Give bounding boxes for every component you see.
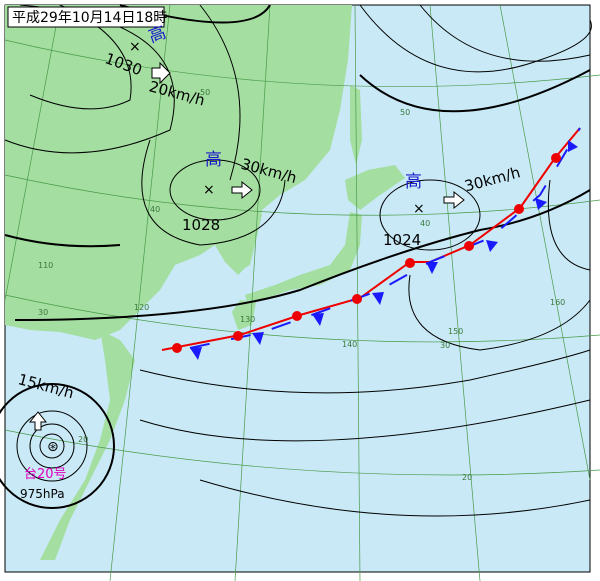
typhoon-pressure: 975hPa [20,487,65,501]
warm-markers [172,153,561,353]
grid-label: 40 [150,205,160,214]
kyushu [232,300,256,330]
grid-label: 130 [240,315,255,324]
svg-text:×: × [203,182,215,198]
svg-text:⊛: ⊛ [47,439,59,455]
grid-labels: 50 50 40 40 30 30 20 20 110 120 130 140 … [38,88,565,482]
high-label: 高 [205,150,222,170]
typhoon-name: 台20号 [24,467,67,482]
grid-label: 20 [78,435,88,444]
grid-label: 120 [134,303,149,312]
motion-arrows [28,61,465,431]
pressure: 1024 [383,231,421,249]
cold-markers [190,140,578,360]
grid-label: 40 [420,219,430,228]
pressure: 1028 [182,216,220,234]
grid-label: 160 [550,298,565,307]
grid-label: 50 [200,88,210,97]
honshu [245,212,362,305]
svg-text:×: × [413,201,425,217]
grid-label: 110 [38,261,53,270]
coast-south [40,330,135,560]
grid-label: 50 [400,108,410,117]
high-label: 高 [405,172,422,192]
grid-label: 150 [448,327,463,336]
grid-label: 30 [440,341,450,350]
title: 平成29年10月14日18時 [12,10,167,26]
korea [228,195,262,272]
title-box [7,6,165,28]
front-warm [161,127,581,351]
hokkaido [345,165,405,210]
high-label: 高 [146,23,169,48]
center-marks: × × × ⊛ [47,39,425,455]
grid-label: 20 [462,473,472,482]
front-cold [189,127,581,349]
grid-label: 30 [38,308,48,317]
lat-lon-grid [4,4,600,581]
svg-text:×: × [129,39,141,55]
grid-label: 140 [342,340,357,349]
